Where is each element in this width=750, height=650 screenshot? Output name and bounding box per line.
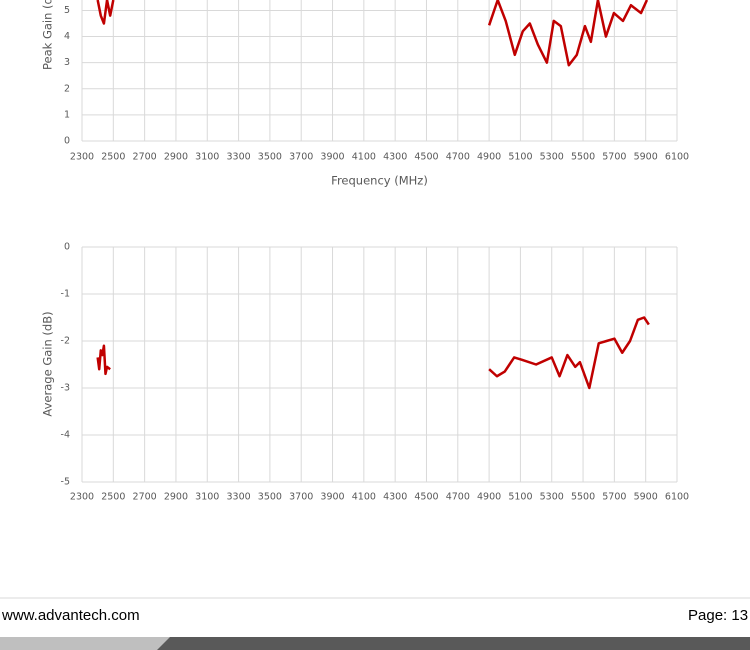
y-tick-label: 1 bbox=[64, 109, 70, 120]
x-tick-label: 3100 bbox=[195, 492, 219, 503]
x-tick-label: 5300 bbox=[540, 492, 564, 503]
x-tick-label: 4100 bbox=[352, 492, 376, 503]
x-axis-title: Frequency (MHz) bbox=[331, 174, 428, 188]
x-tick-label: 5700 bbox=[602, 492, 626, 503]
x-tick-label: 3300 bbox=[226, 152, 250, 163]
x-tick-label: 5900 bbox=[634, 492, 658, 503]
gain-line bbox=[96, 0, 649, 67]
x-tick-label: 4500 bbox=[414, 492, 438, 503]
footer-band-dark bbox=[157, 637, 750, 650]
x-tick-label: 3900 bbox=[320, 152, 344, 163]
x-tick-label: 4700 bbox=[446, 152, 470, 163]
x-tick-label: 2900 bbox=[164, 492, 188, 503]
x-tick-label: 5500 bbox=[571, 152, 595, 163]
x-tick-label: 4900 bbox=[477, 152, 501, 163]
y-tick-label: -1 bbox=[61, 289, 70, 300]
x-tick-label: 5300 bbox=[540, 152, 564, 163]
x-tick-label: 2500 bbox=[101, 492, 125, 503]
x-tick-label: 6100 bbox=[665, 152, 689, 163]
footer-page: Page: 13 bbox=[688, 607, 748, 624]
y-axis-title: Average Gain (dB) bbox=[41, 311, 55, 416]
x-tick-label: 4900 bbox=[477, 492, 501, 503]
x-tick-label: 4100 bbox=[352, 152, 376, 163]
y-tick-label: 2 bbox=[64, 83, 70, 94]
x-tick-label: 2500 bbox=[101, 152, 125, 163]
x-tick-label: 4300 bbox=[383, 152, 407, 163]
x-tick-label: 3500 bbox=[258, 152, 282, 163]
x-tick-label: 3900 bbox=[320, 492, 344, 503]
y-tick-label: 0 bbox=[64, 242, 70, 253]
x-tick-label: 5500 bbox=[571, 492, 595, 503]
x-tick-label: 5700 bbox=[602, 152, 626, 163]
y-tick-label: 0 bbox=[64, 136, 70, 147]
x-tick-label: 2300 bbox=[70, 152, 94, 163]
y-tick-label: -4 bbox=[61, 430, 70, 441]
x-tick-label: 4700 bbox=[446, 492, 470, 503]
x-tick-label: 5100 bbox=[508, 152, 532, 163]
x-tick-label: 2900 bbox=[164, 152, 188, 163]
x-tick-label: 3700 bbox=[289, 492, 313, 503]
x-tick-label: 2700 bbox=[133, 492, 157, 503]
x-tick-label: 6100 bbox=[665, 492, 689, 503]
footer-website: www.advantech.com bbox=[1, 607, 140, 624]
y-tick-label: -2 bbox=[61, 336, 70, 347]
y-tick-label: -3 bbox=[61, 383, 70, 394]
x-tick-label: 4300 bbox=[383, 492, 407, 503]
y-tick-label: 4 bbox=[64, 31, 70, 42]
y-tick-label: -5 bbox=[61, 477, 70, 488]
y-axis-title: Peak Gain (dBi) bbox=[41, 0, 55, 70]
x-tick-label: 2300 bbox=[70, 492, 94, 503]
x-tick-label: 3100 bbox=[195, 152, 219, 163]
x-tick-label: 5900 bbox=[634, 152, 658, 163]
x-tick-label: 5100 bbox=[508, 492, 532, 503]
x-tick-label: 2700 bbox=[133, 152, 157, 163]
gain-line bbox=[96, 316, 650, 390]
x-tick-label: 4500 bbox=[414, 152, 438, 163]
x-tick-label: 3700 bbox=[289, 152, 313, 163]
x-tick-label: 3300 bbox=[226, 492, 250, 503]
y-tick-label: 3 bbox=[64, 57, 70, 68]
y-tick-label: 5 bbox=[64, 5, 70, 16]
x-tick-label: 3500 bbox=[258, 492, 282, 503]
